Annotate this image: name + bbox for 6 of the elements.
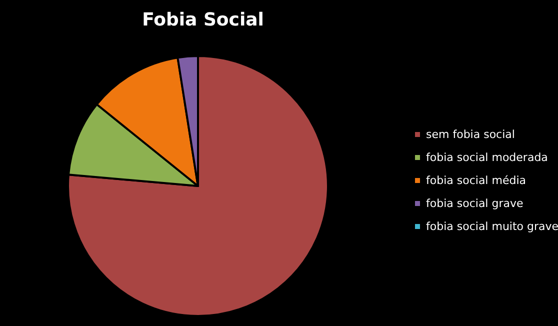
chart-title: Fobia Social xyxy=(142,10,264,30)
legend-label: sem fobia social xyxy=(426,128,515,141)
legend-label: fobia social média xyxy=(426,174,526,187)
legend-label: fobia social grave xyxy=(426,197,524,210)
legend-label: fobia social moderada xyxy=(426,151,548,164)
legend-label: fobia social muito grave xyxy=(426,220,558,233)
